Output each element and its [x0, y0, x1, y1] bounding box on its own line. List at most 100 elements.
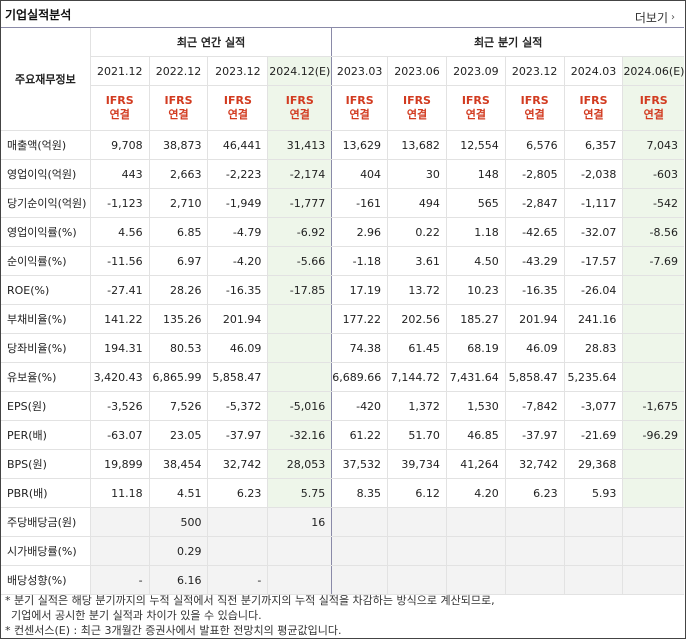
table-cell: -7.69: [623, 247, 684, 276]
table-cell: -11.56: [90, 247, 149, 276]
table-cell: -1,123: [90, 189, 149, 218]
table-row: 영업이익률(%) 4.56 6.85 -4.79 -6.92 2.96 0.22 1.18 -4…: [1, 218, 684, 247]
table-cell: [623, 537, 684, 566]
table-cell: 41,264: [446, 450, 505, 479]
row-label: 영업이익(억원): [1, 160, 90, 189]
table-cell: 6,357: [564, 131, 623, 160]
table-cell: 29,368: [564, 450, 623, 479]
table-cell: 10.23: [446, 276, 505, 305]
ifrs-label: IFRS: [565, 94, 623, 108]
table-cell: -37.97: [208, 421, 268, 450]
table-cell: -32.16: [268, 421, 332, 450]
table-cell: -420: [332, 392, 388, 421]
table-cell: 5.93: [564, 479, 623, 508]
consolidation-label: 연결: [447, 108, 505, 122]
table-cell: -17.57: [564, 247, 623, 276]
table-cell: [90, 537, 149, 566]
table-cell: 135.26: [149, 305, 208, 334]
table-cell: 11.18: [90, 479, 149, 508]
table-cell: -5.66: [268, 247, 332, 276]
table-cell: -1,777: [268, 189, 332, 218]
table-row: BPS(원) 19,899 38,454 32,742 28,053 37,532 39,7…: [1, 450, 684, 479]
table-cell: 565: [446, 189, 505, 218]
table-cell: 46,441: [208, 131, 268, 160]
table-cell: 6.12: [388, 479, 447, 508]
table-cell: 1,372: [388, 392, 447, 421]
table-cell: 201.94: [505, 305, 564, 334]
table-cell: 4.51: [149, 479, 208, 508]
table-cell: 13,682: [388, 131, 447, 160]
period-header: 2021.12: [90, 57, 149, 86]
table-cell: 201.94: [208, 305, 268, 334]
table-cell: 0.29: [149, 537, 208, 566]
table-cell: [332, 508, 388, 537]
table-cell: 30: [388, 160, 447, 189]
table-cell: 6,689.66: [332, 363, 388, 392]
table-cell: 5,858.47: [505, 363, 564, 392]
table-cell: 51.70: [388, 421, 447, 450]
table-row: PER(배) -63.07 23.05 -37.97 -32.16 61.22 51.70 4…: [1, 421, 684, 450]
accounting-standard-header: IFRS 연결: [564, 86, 623, 131]
accounting-standard-header: IFRS 연결: [268, 86, 332, 131]
consolidation-label: 연결: [565, 108, 623, 122]
accounting-standard-header: IFRS 연결: [446, 86, 505, 131]
table-cell: [623, 276, 684, 305]
table-cell: 177.22: [332, 305, 388, 334]
table-cell: 28.83: [564, 334, 623, 363]
table-cell: 4.50: [446, 247, 505, 276]
table-cell: 31,413: [268, 131, 332, 160]
accounting-standard-header: IFRS 연결: [623, 86, 684, 131]
table-cell: -3,077: [564, 392, 623, 421]
ifrs-label: IFRS: [208, 94, 267, 108]
row-label: 매출액(억원): [1, 131, 90, 160]
table-row: ROE(%) -27.41 28.26 -16.35 -17.85 17.19 13.72 1…: [1, 276, 684, 305]
table-cell: 494: [388, 189, 447, 218]
row-label: 주당배당금(원): [1, 508, 90, 537]
table-cell: -: [90, 566, 149, 595]
table-cell: [208, 537, 268, 566]
table-cell: -2,038: [564, 160, 623, 189]
row-label: 시가배당률(%): [1, 537, 90, 566]
accounting-standard-header: IFRS 연결: [208, 86, 268, 131]
table-cell: -27.41: [90, 276, 149, 305]
row-label: 배당성향(%): [1, 566, 90, 595]
accounting-standard-header: IFRS 연결: [149, 86, 208, 131]
table-cell: 7,043: [623, 131, 684, 160]
table-cell: 61.22: [332, 421, 388, 450]
row-label: PER(배): [1, 421, 90, 450]
period-header: 2022.12: [149, 57, 208, 86]
table-cell: [623, 363, 684, 392]
row-label: 당좌비율(%): [1, 334, 90, 363]
table-cell: [388, 508, 447, 537]
consolidation-label: 연결: [91, 108, 149, 122]
table-cell: -4.20: [208, 247, 268, 276]
table-cell: 8.35: [332, 479, 388, 508]
table-cell: 404: [332, 160, 388, 189]
ifrs-label: IFRS: [623, 94, 684, 108]
table-cell: -7,842: [505, 392, 564, 421]
table-cell: -6.92: [268, 218, 332, 247]
table-cell: [505, 508, 564, 537]
table-row: PBR(배) 11.18 4.51 6.23 5.75 8.35 6.12 4.20 6.23 5…: [1, 479, 684, 508]
table-cell: 16: [268, 508, 332, 537]
table-cell: [623, 305, 684, 334]
table-cell: [208, 508, 268, 537]
table-cell: 241.16: [564, 305, 623, 334]
table-cell: 500: [149, 508, 208, 537]
table-row: 당기순이익(억원) -1,123 2,710 -1,949 -1,777 -161 494 5…: [1, 189, 684, 218]
corner-label: 주요재무정보: [1, 28, 90, 131]
more-link[interactable]: 더보기 ›: [635, 9, 675, 26]
table-cell: [388, 537, 447, 566]
table-cell: 4.56: [90, 218, 149, 247]
row-label: 영업이익률(%): [1, 218, 90, 247]
table-cell: -3,526: [90, 392, 149, 421]
table-cell: [564, 508, 623, 537]
table-cell: [505, 566, 564, 595]
table-cell: 1.18: [446, 218, 505, 247]
accounting-standard-header: IFRS 연결: [332, 86, 388, 131]
table-cell: 38,454: [149, 450, 208, 479]
table-cell: -1.18: [332, 247, 388, 276]
table-cell: -161: [332, 189, 388, 218]
table-cell: [268, 537, 332, 566]
row-label: EPS(원): [1, 392, 90, 421]
